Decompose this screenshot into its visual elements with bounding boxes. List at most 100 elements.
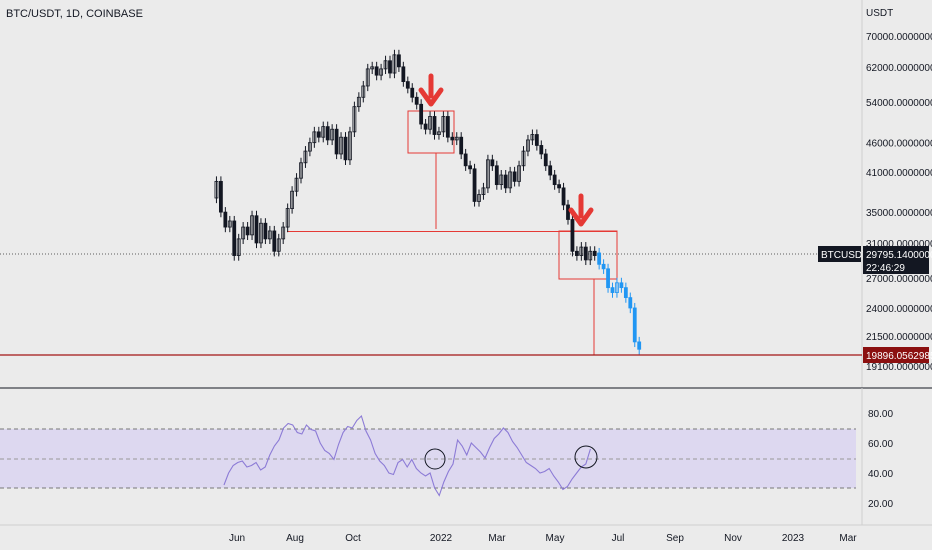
price-candle [307,142,312,152]
price-tick-label: 54000.00000000 [866,98,932,109]
price-candle [245,226,250,236]
price-candle [374,66,379,76]
price-tick-label: 19100.00000000 [866,362,932,373]
price-candle [490,159,495,167]
rsi-tick-label: 20.00 [868,499,893,510]
price-tick-label: 46000.00000000 [866,139,932,150]
price-candle [539,145,544,155]
price-candle [348,131,352,161]
price-candle [521,150,526,167]
price-candle [236,238,241,256]
projection-candle [606,268,610,289]
projection-candle [597,252,602,265]
price-candle [579,246,584,256]
projection-candle [615,282,619,293]
rsi-axis: 80.00 60.00 40.00 20.00 [868,409,893,510]
price-candle [254,215,259,244]
price-candle [339,136,343,155]
projection-candle [628,297,633,309]
ticker-label: BTCUSDT [821,250,868,261]
price-tick-label: 31000.00000000 [866,239,932,250]
price-candle [543,153,548,167]
price-candle [419,103,424,125]
price-candle [503,174,508,189]
price-candle [223,211,228,228]
currency-label: USDT [866,8,893,19]
price-candle [561,187,566,206]
price-candle [512,171,517,182]
time-tick-label: 2023 [782,533,805,544]
time-tick-label: Mar [839,533,857,544]
price-candle [454,136,459,141]
price-candle [285,208,290,228]
price-candle [526,139,530,152]
price-candle [294,177,299,192]
symbol-title: BTC/USDT, 1D, COINBASE [6,8,143,20]
price-candle [321,126,326,138]
price-candle [494,165,499,186]
price-candle [218,180,223,213]
price-candle [232,220,237,256]
price-candle [299,162,303,179]
time-tick-label: Jul [612,533,625,544]
price-pane[interactable]: 70000.00000000 62000.00000000 54000.000000… [0,0,932,388]
price-candle [463,153,468,167]
price-candle [592,250,597,256]
price-candle [588,250,593,261]
price-tick-label: 27000.00000000 [866,274,932,285]
distribution-box-1 [407,110,455,154]
price-candle [325,126,330,141]
price-candle [450,136,455,141]
price-candle [423,123,428,130]
price-candle [365,68,370,87]
projection-candle [623,287,628,299]
distribution-box-2 [558,230,618,280]
price-candle [250,215,254,236]
last-price-tag: BTCUSDT 29795.14000000 22:46:29 [818,246,932,274]
price-candle [401,66,406,82]
price-candle [330,128,335,141]
price-candle [312,131,317,144]
projection-candle [619,282,624,289]
price-candle [356,96,361,108]
price-tick-label: 24000.00000000 [866,304,932,315]
price-candle [214,180,219,199]
price-candle [396,54,401,68]
projection-candle [610,287,615,293]
price-candle [583,246,588,261]
price-tick-label: 62000.00000000 [866,63,932,74]
support-zone-box [287,231,617,232]
arrow-down-icon [418,73,444,107]
price-candle [259,222,263,244]
price-candle [445,116,450,138]
projection-candle [632,307,637,343]
price-candle [534,134,539,146]
price-candle [481,187,486,195]
price-candle [263,222,268,240]
price-tick-label: 21500.00000000 [866,332,932,343]
rsi-divergence-circle-2 [574,445,598,469]
rsi-tick-label: 80.00 [868,409,893,420]
rsi-divergence-circle-1 [424,448,446,470]
price-candle [468,165,473,170]
price-candle [552,174,557,186]
price-candle [343,136,348,161]
price-candle [437,131,441,135]
price-candle [472,168,477,202]
projection-candle [601,263,606,270]
price-candle [281,226,286,240]
time-tick-label: Jun [229,533,245,544]
price-candle [441,116,446,133]
rsi-pane[interactable]: 80.00 60.00 40.00 20.00 [0,388,893,525]
price-candle [276,238,281,252]
rsi-line [223,414,591,497]
price-candle [530,134,535,141]
time-tick-label: Oct [345,533,361,544]
rsi-tick-label: 40.00 [868,469,893,480]
price-candle [370,66,375,70]
price-candle [272,230,277,252]
price-candle [383,60,388,70]
price-candle [241,226,246,240]
time-tick-label: May [546,533,565,544]
